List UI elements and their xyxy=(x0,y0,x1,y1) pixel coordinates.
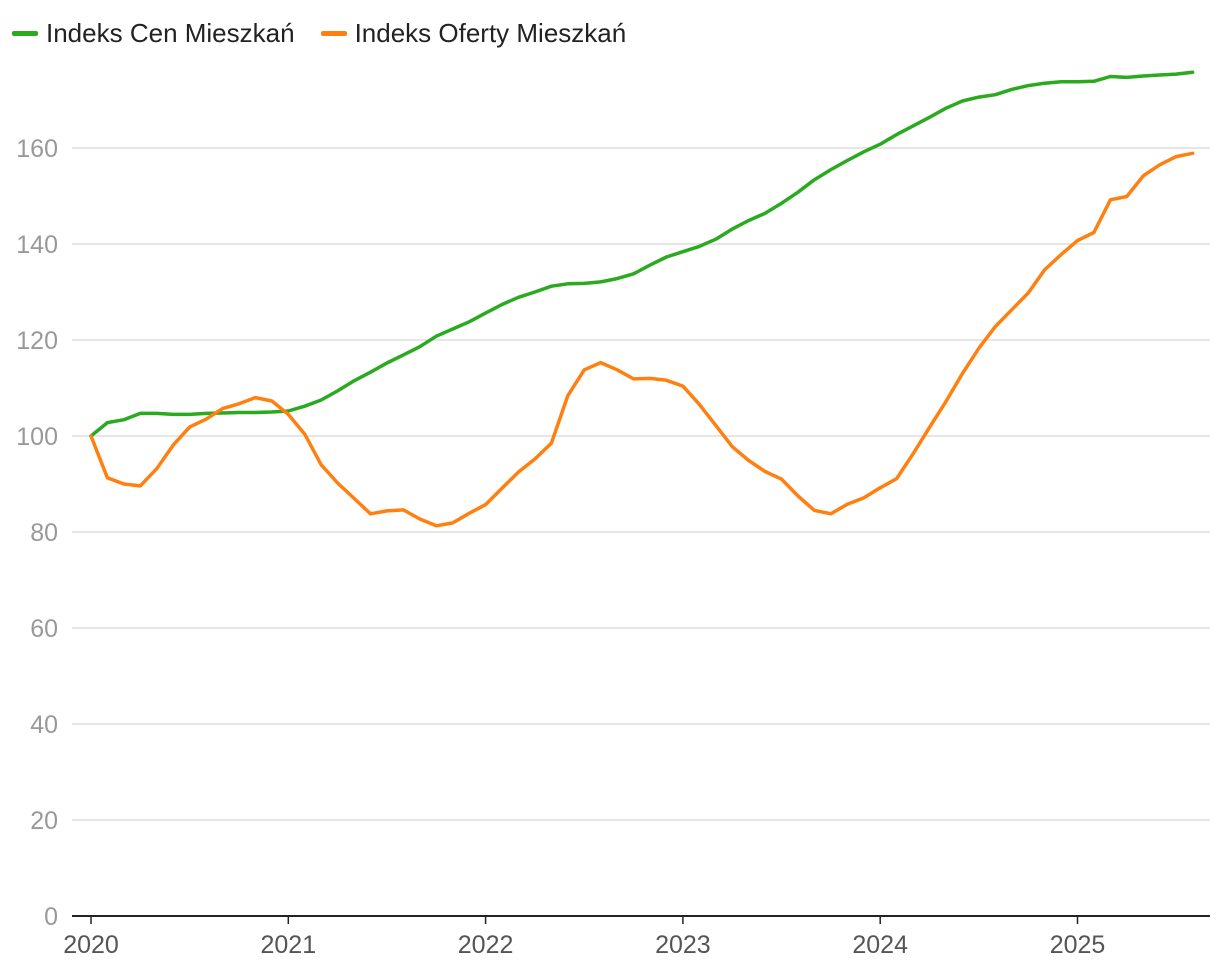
x-tick-label: 2025 xyxy=(1050,931,1106,959)
series-line-offer-index xyxy=(89,151,1195,528)
series-line-price-index xyxy=(89,70,1195,438)
y-tick-label: 160 xyxy=(16,135,58,163)
y-tick-label: 0 xyxy=(44,903,58,931)
y-tick-label: 100 xyxy=(16,423,58,451)
legend-item-price-index: Indeks Cen Mieszkań xyxy=(12,18,295,49)
legend-label-price-index: Indeks Cen Mieszkań xyxy=(46,18,295,48)
y-tick-label: 120 xyxy=(16,327,58,355)
legend-label-offer-index: Indeks Oferty Mieszkań xyxy=(354,18,627,48)
y-tick-label: 20 xyxy=(30,807,58,835)
y-tick-label: 140 xyxy=(16,231,58,259)
x-tick-label: 2022 xyxy=(458,931,514,959)
legend: Indeks Cen Mieszkań Indeks Oferty Mieszk… xyxy=(12,18,652,49)
legend-swatch-price-index xyxy=(12,31,38,36)
x-tick-label: 2021 xyxy=(260,931,316,959)
y-tick-label: 40 xyxy=(30,711,58,739)
y-tick-label: 80 xyxy=(30,519,58,547)
x-tick-label: 2020 xyxy=(63,931,119,959)
legend-item-offer-index: Indeks Oferty Mieszkań xyxy=(320,18,627,49)
legend-swatch-offer-index xyxy=(320,31,347,36)
x-tick-label: 2023 xyxy=(655,931,711,959)
y-tick-label: 60 xyxy=(30,615,58,643)
x-tick-label: 2024 xyxy=(852,931,908,959)
